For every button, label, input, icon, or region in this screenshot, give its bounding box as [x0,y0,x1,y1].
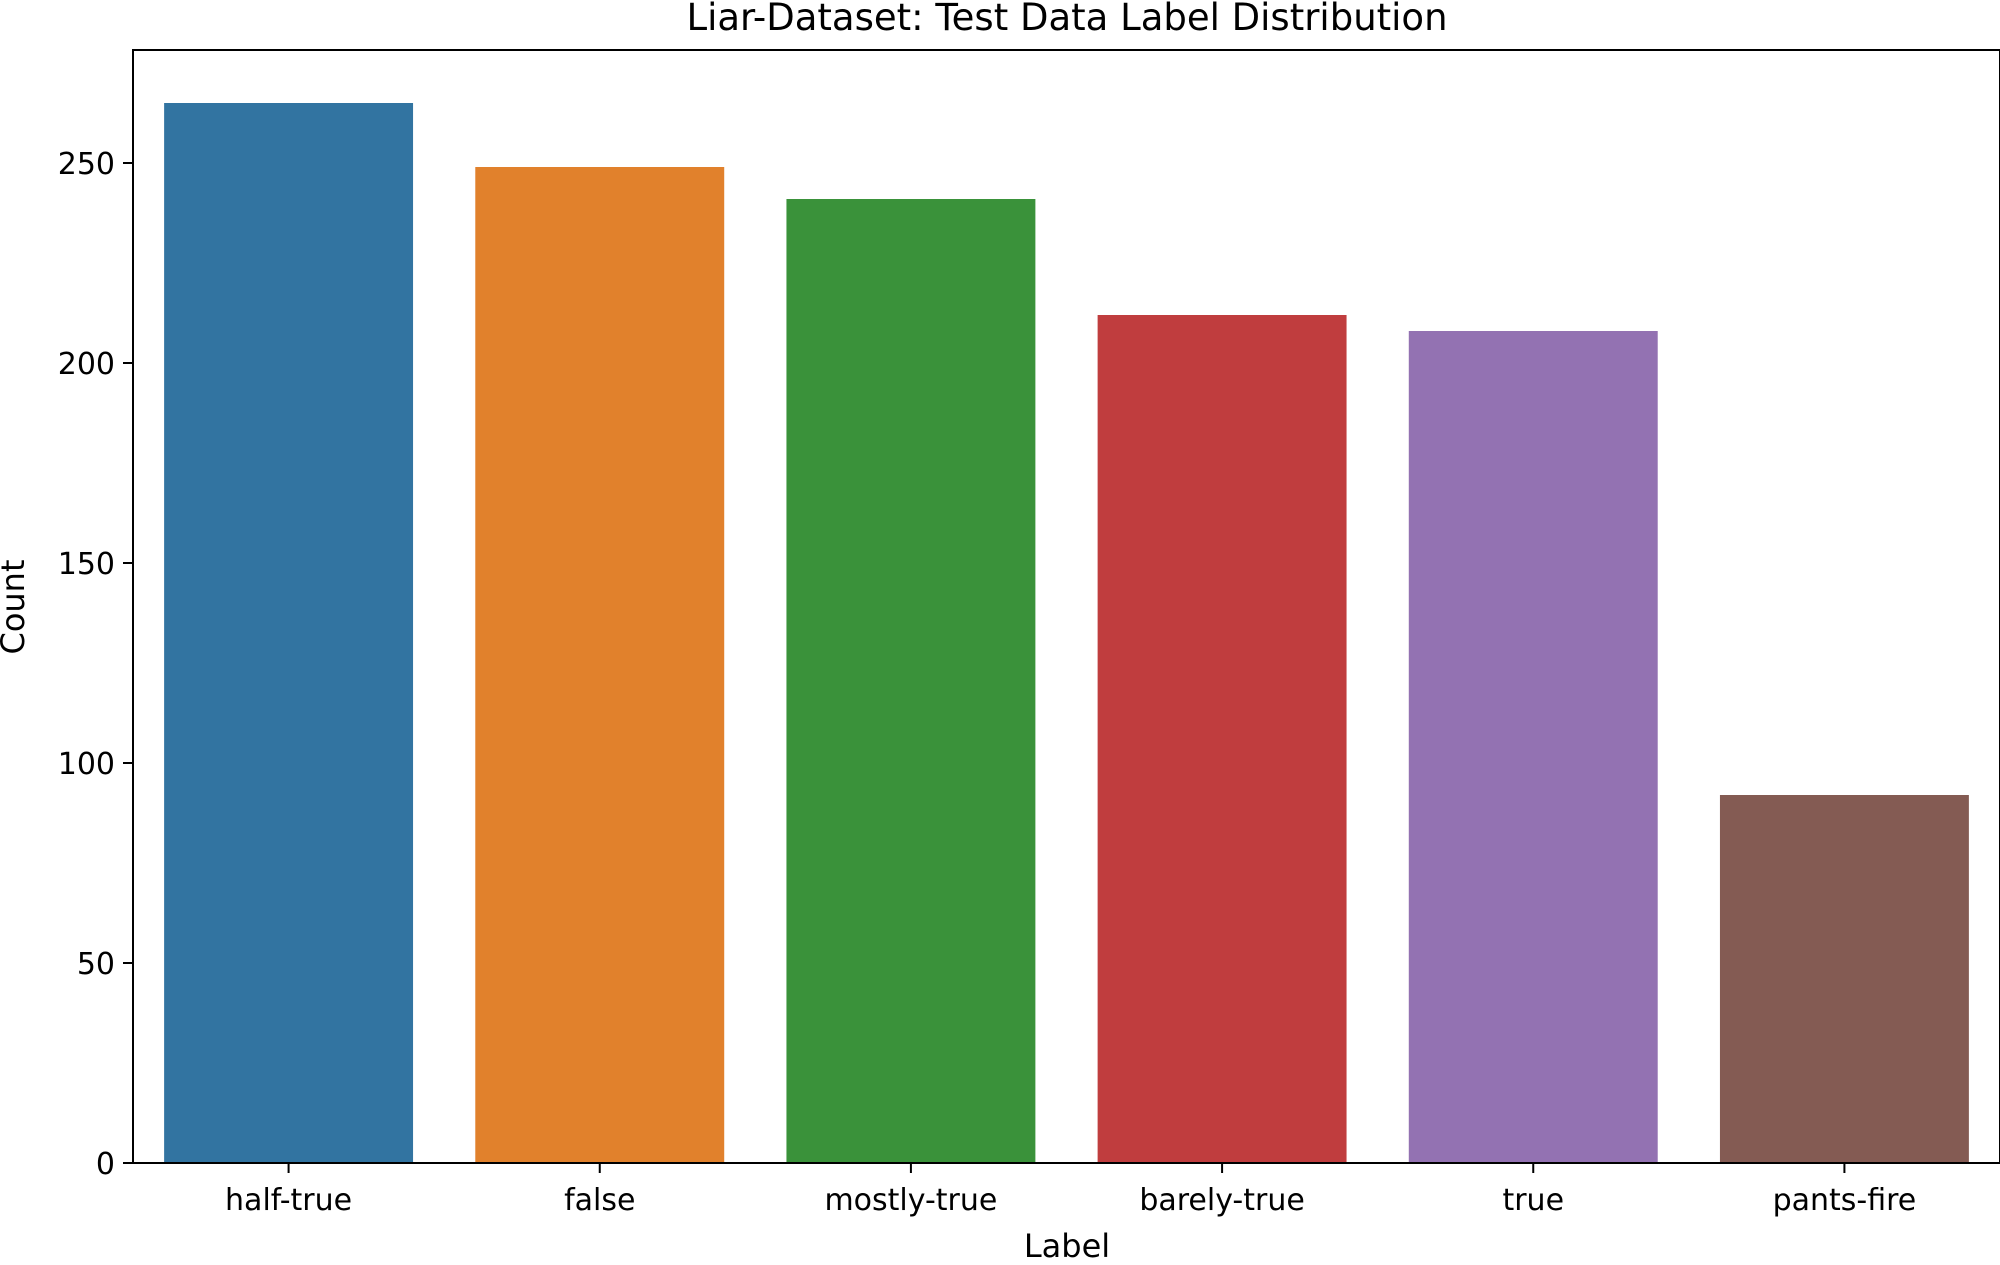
bar-false [475,167,725,1163]
chart-title: Liar-Dataset: Test Data Label Distributi… [686,0,1447,39]
x-tick-label: true [1502,1183,1564,1218]
x-tick-label: half-true [225,1183,352,1218]
x-axis-label: Label [1024,1227,1110,1265]
bar-true [1408,331,1658,1163]
x-tick-label: pants-fire [1773,1183,1917,1218]
x-axis: half-true false mostly-true barely-true true… [225,1163,1916,1218]
x-tick-label: false [564,1183,635,1218]
plot-frame [132,49,2000,1164]
bar-mostly-true [786,199,1036,1163]
bar-pants-fire [1719,795,1969,1163]
y-axis-label: Count [0,559,32,654]
bar-barely-true [1097,315,1347,1163]
y-axis: 0 50 100 150 200 250 [58,147,133,1182]
y-tick-label: 0 [96,1147,115,1182]
x-tick-label: barely-true [1139,1183,1305,1218]
y-tick-label: 250 [58,147,115,182]
y-tick-label: 100 [58,747,115,782]
bar-half-true [164,103,414,1163]
y-tick-label: 150 [58,547,115,582]
x-tick-label: mostly-true [824,1183,997,1218]
bars-layer [164,103,1969,1163]
y-tick-label: 200 [58,347,115,382]
y-tick-label: 50 [77,947,115,982]
